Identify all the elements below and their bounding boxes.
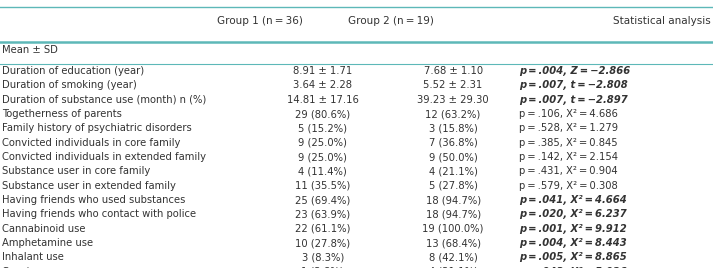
Text: Family history of psychiatric disorders: Family history of psychiatric disorders xyxy=(2,123,192,133)
Text: 3 (8.3%): 3 (8.3%) xyxy=(302,252,344,262)
Text: 18 (94.7%): 18 (94.7%) xyxy=(426,209,481,219)
Text: p = .007, t = −2.897: p = .007, t = −2.897 xyxy=(519,95,628,105)
Text: Duration of substance use (month) n (%): Duration of substance use (month) n (%) xyxy=(2,95,206,105)
Text: 7 (36.8%): 7 (36.8%) xyxy=(429,138,478,148)
Text: 14.81 ± 17.16: 14.81 ± 17.16 xyxy=(287,95,359,105)
Text: 3 (15.8%): 3 (15.8%) xyxy=(429,123,478,133)
Text: Cannabinoid use: Cannabinoid use xyxy=(2,224,86,234)
Text: 9 (25.0%): 9 (25.0%) xyxy=(298,138,347,148)
Text: 19 (100.0%): 19 (100.0%) xyxy=(422,224,484,234)
Text: 5.52 ± 2.31: 5.52 ± 2.31 xyxy=(424,80,483,90)
Text: Convicted individuals in core family: Convicted individuals in core family xyxy=(2,138,180,148)
Text: Duration of smoking (year): Duration of smoking (year) xyxy=(2,80,137,90)
Text: p = .106, X² = 4.686: p = .106, X² = 4.686 xyxy=(519,109,618,119)
Text: 22 (61.1%): 22 (61.1%) xyxy=(295,224,350,234)
Text: p = .528, X² = 1.279: p = .528, X² = 1.279 xyxy=(519,123,618,133)
Text: p = .001, X² = 9.912: p = .001, X² = 9.912 xyxy=(519,224,627,234)
Text: Togetherness of parents: Togetherness of parents xyxy=(2,109,122,119)
Text: 29 (80.6%): 29 (80.6%) xyxy=(295,109,350,119)
Text: 9 (25.0%): 9 (25.0%) xyxy=(298,152,347,162)
Text: Having friends who used substances: Having friends who used substances xyxy=(2,195,185,205)
Text: 5 (27.8%): 5 (27.8%) xyxy=(429,181,478,191)
Text: 13 (68.4%): 13 (68.4%) xyxy=(426,238,481,248)
Text: Having friends who contact with police: Having friends who contact with police xyxy=(2,209,196,219)
Text: Amphetamine use: Amphetamine use xyxy=(2,238,93,248)
Text: Inhalant use: Inhalant use xyxy=(2,252,64,262)
Text: 39.23 ± 29.30: 39.23 ± 29.30 xyxy=(417,95,489,105)
Text: Group 1 (n = 36): Group 1 (n = 36) xyxy=(217,16,303,27)
Text: 11 (35.5%): 11 (35.5%) xyxy=(295,181,350,191)
Text: Duration of education (year): Duration of education (year) xyxy=(2,66,144,76)
Text: 4 (11.4%): 4 (11.4%) xyxy=(298,166,347,176)
Text: 3.64 ± 2.28: 3.64 ± 2.28 xyxy=(293,80,352,90)
Text: p = .043, X² = 5.026: p = .043, X² = 5.026 xyxy=(519,267,627,268)
Text: 18 (94.7%): 18 (94.7%) xyxy=(426,195,481,205)
Text: 8 (42.1%): 8 (42.1%) xyxy=(429,252,478,262)
Text: Cocaine use: Cocaine use xyxy=(2,267,63,268)
Text: p = .431, X² = 0.904: p = .431, X² = 0.904 xyxy=(519,166,617,176)
Text: 10 (27.8%): 10 (27.8%) xyxy=(295,238,350,248)
Text: Substance user in extended family: Substance user in extended family xyxy=(2,181,176,191)
Text: 25 (69.4%): 25 (69.4%) xyxy=(295,195,350,205)
Text: 1 (2.8%): 1 (2.8%) xyxy=(302,267,344,268)
Text: p = .020, X² = 6.237: p = .020, X² = 6.237 xyxy=(519,209,627,219)
Text: Statistical analysis: Statistical analysis xyxy=(613,16,711,27)
Text: Substance user in core family: Substance user in core family xyxy=(2,166,150,176)
Text: 5 (15.2%): 5 (15.2%) xyxy=(298,123,347,133)
Text: 4 (21.1%): 4 (21.1%) xyxy=(429,267,478,268)
Text: 8.91 ± 1.71: 8.91 ± 1.71 xyxy=(293,66,352,76)
Text: p = .579, X² = 0.308: p = .579, X² = 0.308 xyxy=(519,181,617,191)
Text: Convicted individuals in extended family: Convicted individuals in extended family xyxy=(2,152,206,162)
Text: p = .004, X² = 8.443: p = .004, X² = 8.443 xyxy=(519,238,627,248)
Text: p = .004, Z = −2.866: p = .004, Z = −2.866 xyxy=(519,66,630,76)
Text: 12 (63.2%): 12 (63.2%) xyxy=(426,109,481,119)
Text: p = .041, X² = 4.664: p = .041, X² = 4.664 xyxy=(519,195,627,205)
Text: 9 (50.0%): 9 (50.0%) xyxy=(429,152,478,162)
Text: p = .005, X² = 8.865: p = .005, X² = 8.865 xyxy=(519,252,627,262)
Text: Mean ± SD: Mean ± SD xyxy=(2,44,58,55)
Text: 4 (21.1%): 4 (21.1%) xyxy=(429,166,478,176)
Text: 7.68 ± 1.10: 7.68 ± 1.10 xyxy=(424,66,483,76)
Text: p = .385, X² = 0.845: p = .385, X² = 0.845 xyxy=(519,138,617,148)
Text: p = .142, X² = 2.154: p = .142, X² = 2.154 xyxy=(519,152,618,162)
Text: Group 2 (n = 19): Group 2 (n = 19) xyxy=(348,16,434,27)
Text: 23 (63.9%): 23 (63.9%) xyxy=(295,209,350,219)
Text: p = .007, t = −2.808: p = .007, t = −2.808 xyxy=(519,80,628,90)
